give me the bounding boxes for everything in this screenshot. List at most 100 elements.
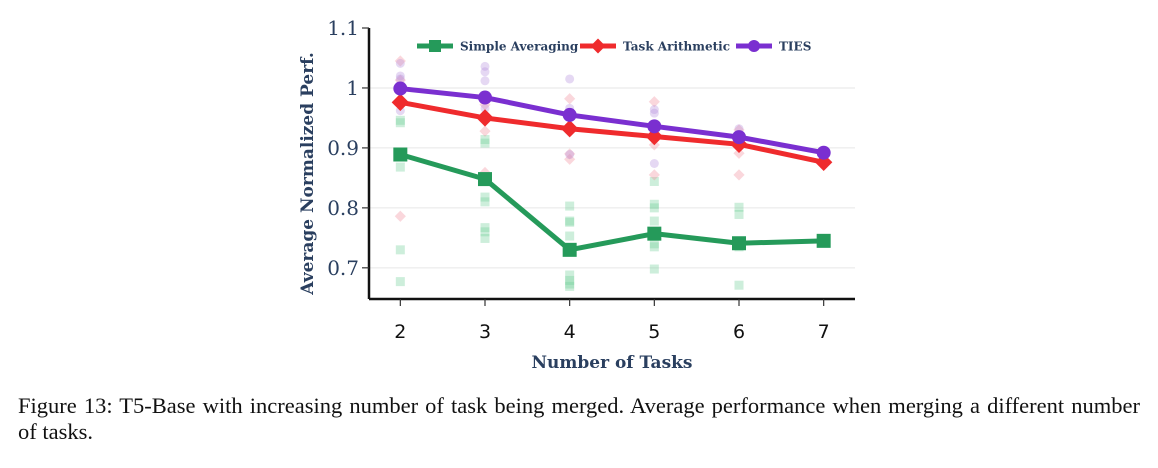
legend-item: TIES [736, 40, 811, 54]
scatter-point [564, 93, 576, 105]
scatter-point [564, 153, 576, 165]
legend-item: Task Arithmetic [580, 38, 730, 54]
data-point [477, 172, 492, 187]
series-line [399, 152, 824, 253]
series-ties [393, 81, 831, 160]
data-point [816, 233, 831, 248]
x-tick-label: 5 [648, 321, 660, 343]
data-point [391, 93, 410, 112]
data-point [562, 242, 577, 257]
series-task-arithmetic [391, 93, 833, 171]
y-tick-label: 0.9 [327, 136, 359, 160]
data-point [476, 109, 494, 127]
scatter-point [479, 125, 491, 137]
scatter-point [649, 264, 659, 274]
scatter-point [733, 169, 745, 181]
data-point [560, 120, 579, 138]
series-line [399, 99, 825, 165]
scatter-point [649, 199, 659, 209]
scatter-point [395, 58, 405, 68]
data-point [645, 127, 664, 146]
series-lines [391, 81, 833, 257]
scatter-point [565, 279, 575, 289]
legend-marker-diamond-icon [590, 38, 606, 54]
legend-marker-square-icon [429, 40, 441, 52]
scatter-point [734, 202, 744, 212]
legend-marker-circle-icon [748, 40, 760, 52]
scatter-point [565, 270, 575, 280]
x-axis-ticks: 2 3 4 5 6 7 [394, 299, 830, 343]
scatter-point [395, 245, 405, 255]
scatter-point [394, 55, 406, 67]
scatter-point [480, 227, 490, 237]
scatter-point [649, 239, 659, 249]
data-point [393, 81, 408, 96]
y-axis-ticks: 0.7 0.8 0.9 1 1.1 [327, 16, 369, 280]
x-tick-label: 7 [818, 321, 830, 343]
scatter-point [649, 176, 659, 186]
scatter-point [480, 138, 490, 148]
line-chart: 0.7 0.8 0.9 1 1.1 2 3 4 5 6 7 Average Normalized … [298, 16, 855, 373]
y-tick-label: 0.8 [327, 196, 359, 220]
data-point [816, 145, 831, 160]
y-axis-title: Average Normalized Perf. [298, 52, 318, 296]
scatter-point [648, 169, 660, 181]
grid-lines [369, 87, 855, 269]
scatter-point [565, 150, 575, 160]
scatter-point [480, 223, 490, 233]
scatter-point [395, 74, 405, 84]
scatter-point [565, 201, 575, 211]
y-tick-label: 1.1 [327, 16, 359, 40]
data-point [647, 119, 662, 134]
scatter-point [565, 231, 575, 241]
scatter-point [480, 135, 490, 145]
scatter-point [394, 210, 406, 222]
scatter-point [565, 74, 575, 84]
x-tick-label: 2 [394, 321, 406, 343]
legend-label: Task Arithmetic [623, 40, 730, 54]
scatter-point [649, 108, 659, 118]
legend: Simple Averaging Task Arithmetic TIES [417, 38, 811, 54]
scatter-point [480, 192, 490, 202]
scatter-point [649, 242, 659, 252]
legend-item: Simple Averaging [417, 40, 579, 54]
scatter-point [649, 203, 659, 213]
scatter-point [564, 148, 576, 160]
data-point [730, 135, 748, 153]
scatter-point [480, 233, 490, 243]
axes [367, 28, 855, 301]
scatter-point [395, 118, 405, 128]
scatter-point [565, 216, 575, 226]
data-point [732, 236, 747, 251]
scatter-point [480, 67, 490, 77]
scatter-point [733, 147, 745, 159]
figure-caption: Figure 13: T5-Base with increasing numbe… [18, 393, 1140, 444]
scatter-point [480, 76, 490, 86]
x-axis-title: Number of Tasks [532, 353, 693, 373]
data-point [647, 226, 662, 241]
scatter-point [734, 280, 744, 290]
scatter-point [480, 103, 490, 113]
scatter-point [480, 61, 490, 71]
scatter-point [395, 162, 405, 172]
scatter-point [649, 216, 659, 226]
data-point [732, 130, 747, 145]
data-point [477, 90, 492, 105]
data-point [393, 147, 408, 162]
scatter-point [395, 71, 405, 81]
x-tick-label: 6 [733, 321, 745, 343]
scatter-point [565, 275, 575, 285]
x-tick-label: 3 [479, 321, 491, 343]
y-tick-label: 1 [346, 76, 359, 100]
scatter-point [649, 159, 659, 168]
series-simple-averaging [393, 147, 831, 257]
scatter-point [395, 115, 405, 125]
scatter-point [648, 96, 660, 108]
scatter-point [565, 217, 575, 227]
scatter-point [480, 197, 490, 207]
legend-label: TIES [779, 40, 811, 54]
y-tick-label: 0.7 [327, 256, 359, 280]
scatter-point [734, 209, 744, 219]
scatter-point [565, 281, 575, 291]
scatter-point [395, 277, 405, 287]
